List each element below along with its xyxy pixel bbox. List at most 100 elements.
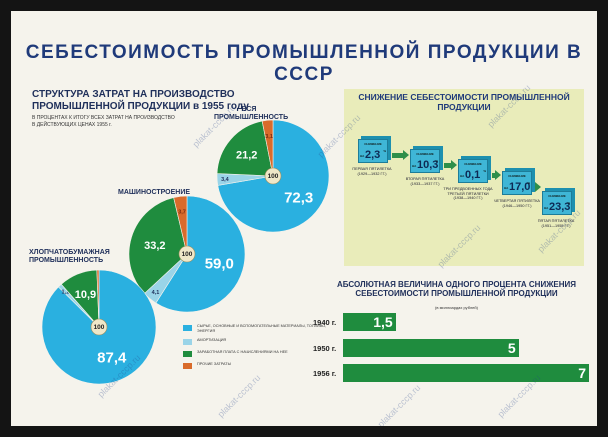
pie-2-label-3: 33,2 xyxy=(144,240,165,252)
cost-reduction-title: СНИЖЕНИЕ СЕБЕСТОИМОСТИ ПРОМЫШЛЕННОЙ ПРОД… xyxy=(358,92,570,112)
pie-2-label-1: 59,0 xyxy=(205,255,234,272)
step-label-4: ЧЕТВЕРТАЯ ПЯТИЛЕТКА (1946—1950 гг.) xyxy=(491,199,543,208)
pie-charts: 72,3 3,4 21,2 3,1 100 59,0 4,1 33,2 3,7 100 87,4 1,… xyxy=(41,119,330,385)
step-period-years-3: (1938—1940 гг.) xyxy=(453,196,483,201)
legend-swatch-4 xyxy=(183,363,192,370)
structure-note-line1: В ПРОЦЕНТАХ К ИТОГУ ВСЕХ ЗАТРАТ НА ПРОИЗ… xyxy=(32,115,175,121)
pie1-title: ВСЯ ПРОМЫШЛЕННОСТЬ xyxy=(214,106,289,121)
step-value-4: 17,0 xyxy=(509,181,531,193)
pie-3-label-2: 1,1 xyxy=(62,289,70,295)
pie-3-total: 100 xyxy=(94,324,105,331)
pie-1: 72,3 3,4 21,2 3,1 100 xyxy=(216,119,330,233)
pie-2-slice-1 xyxy=(155,195,246,313)
pie-1-label-3: 21,2 xyxy=(236,149,257,161)
step-cube-3: СНИЖЕНИЕ НА 0,1% xyxy=(458,159,488,183)
pie-3-slice-1 xyxy=(41,269,157,385)
step-cube-2: СНИЖЕНИЕ НА 10,3% xyxy=(410,149,440,173)
step-period-years-2: (1933—1937 гг.) xyxy=(410,181,440,186)
legend-item-3: ЗАРАБОТНАЯ ПЛАТА С НАЧИСЛЕНИЯМИ НА НЕЕ xyxy=(183,350,328,358)
structure-note-line2: В ДЕЙСТВУЮЩИХ ЦЕНАХ 1955 г. xyxy=(32,122,112,128)
step-na-5: НА xyxy=(544,206,549,210)
pie-2-slice-4 xyxy=(173,195,188,255)
step-percent-1: % xyxy=(383,149,386,153)
step-arrow-2 xyxy=(444,160,457,170)
pie-1-label-1: 72,3 xyxy=(284,190,313,207)
step-period-name-2: ВТОРАЯ ПЯТИЛЕТКА xyxy=(405,177,445,181)
legend-swatch-1 xyxy=(183,325,192,331)
pie3-title: ХЛОПЧАТОБУМАЖНАЯ ПРОМЫШЛЕННОСТЬ xyxy=(29,249,110,264)
step-period-name-4: ЧЕТВЕРТАЯ ПЯТИЛЕТКА xyxy=(494,199,540,203)
step-cube-1: СНИЖЕНИЕ НА 2,3% xyxy=(358,139,388,163)
value-bar-1: 1,5 xyxy=(343,313,396,331)
pie-2-center xyxy=(178,245,196,263)
pie-1-label-2: 3,4 xyxy=(221,177,230,183)
pie2-title: МАШИНОСТРОЕНИЕ xyxy=(118,189,191,196)
year-label-3: 1956 г. xyxy=(313,369,337,378)
legend-item-1: СЫРЬЕ, ОСНОВНЫЕ И ВСПОМОГАТЕЛЬНЫЕ МАТЕРИ… xyxy=(183,324,328,333)
value-bar-label-1: 1,5 xyxy=(373,314,393,330)
pie-1-slice-4 xyxy=(261,119,274,177)
step-label-1: ПЕРВАЯ ПЯТИЛЕТКА (1929—1932 гг.) xyxy=(346,167,398,176)
step-percent-4: % xyxy=(527,181,530,185)
step-tag-5: СНИЖЕНИЕ xyxy=(548,194,566,198)
structure-title-line2: ПРОМЫШЛЕННОЙ ПРОДУКЦИИ в 1955 году xyxy=(32,101,249,112)
structure-title-line1: СТРУКТУРА ЗАТРАТ НА ПРОИЗВОДСТВО xyxy=(32,89,235,100)
pie-1-label-4: 3,1 xyxy=(265,134,273,140)
legend-item-2: АМОРТИЗАЦИЯ xyxy=(183,338,328,346)
legend-label-2: АМОРТИЗАЦИЯ xyxy=(197,338,227,343)
step-tag-4: СНИЖЕНИЕ xyxy=(508,174,526,178)
legend: СЫРЬЕ, ОСНОВНЫЕ И ВСПОМОГАТЕЛЬНЫЕ МАТЕРИ… xyxy=(183,324,328,374)
step-period-name-5: ПЯТАЯ ПЯТИЛЕТКА xyxy=(537,219,575,223)
step-period-years-5: (1951—1955 гг.) xyxy=(541,223,571,228)
value-bar-3: 7 xyxy=(343,364,589,382)
step-value-5: 23,3 xyxy=(549,201,571,213)
step-percent-5: % xyxy=(567,201,570,205)
pie-2-slice-3 xyxy=(128,197,188,294)
step-tag-1: СНИЖЕНИЕ xyxy=(364,142,382,146)
year-label-2: 1950 г. xyxy=(313,344,337,353)
cost-reduction-panel: СНИЖЕНИЕ СЕБЕСТОИМОСТИ ПРОМЫШЛЕННОЙ ПРОД… xyxy=(344,89,584,266)
pie-2-label-2: 4,1 xyxy=(152,290,160,296)
value-bar-label-3: 7 xyxy=(578,365,586,381)
absolute-value-unit: (в миллиардах рублей) xyxy=(435,305,478,310)
pie-3-center xyxy=(90,318,108,336)
step-value-3: 0,1 xyxy=(465,169,481,181)
step-percent-3: % xyxy=(483,169,486,173)
legend-item-4: ПРОЧИЕ ЗАТРАТЫ xyxy=(183,362,328,370)
pie-3: 87,4 1,1 10,9 100 xyxy=(41,269,157,385)
pie-3-label-1: 87,4 xyxy=(97,350,127,367)
step-tag-3: СНИЖЕНИЕ xyxy=(464,162,482,166)
absolute-value-title: АБСОЛЮТНАЯ ВЕЛИЧИНА ОДНОГО ПРОЦЕНТА СНИЖ… xyxy=(336,280,577,298)
pie-1-slice-3 xyxy=(216,120,274,177)
legend-swatch-2 xyxy=(183,339,192,346)
poster-title: СЕБЕСТОИМОСТЬ ПРОМЫШЛЕННОЙ ПРОДУКЦИИ В С… xyxy=(25,42,583,85)
legend-swatch-3 xyxy=(183,351,192,358)
step-tag-2: СНИЖЕНИЕ xyxy=(416,152,434,156)
year-label-1: 1940 г. xyxy=(313,318,337,327)
step-na-4: НА xyxy=(504,186,509,190)
pie-2-total: 100 xyxy=(182,251,193,258)
legend-label-4: ПРОЧИЕ ЗАТРАТЫ xyxy=(197,362,231,367)
pie-1-center xyxy=(264,167,282,185)
pie-2: 59,0 4,1 33,2 3,7 100 xyxy=(128,195,246,313)
step-na-3: НА xyxy=(460,174,465,178)
step-na-2: НА xyxy=(412,164,417,168)
step-value-2: 10,3 xyxy=(417,159,439,171)
step-label-5: ПЯТАЯ ПЯТИЛЕТКА (1951—1955 гг.) xyxy=(530,219,582,228)
poster: СЕБЕСТОИМОСТЬ ПРОМЫШЛЕННОЙ ПРОДУКЦИИ В С… xyxy=(11,11,597,426)
step-period-name-3: ТРИ ПРЕДВОЕННЫХ ГОДА ТРЕТЬЕЙ ПЯТИЛЕТКИ xyxy=(443,187,493,196)
value-bar-2: 5 xyxy=(343,339,519,357)
step-label-2: ВТОРАЯ ПЯТИЛЕТКА (1933—1937 гг.) xyxy=(399,177,451,186)
value-bar-label-2: 5 xyxy=(507,340,516,356)
step-cube-4: СНИЖЕНИЕ НА 17,0% xyxy=(502,171,532,195)
step-arrow-1 xyxy=(392,150,409,160)
step-cube-5: СНИЖЕНИЕ НА 23,3% xyxy=(542,191,572,215)
step-period-years-4: (1946—1950 гг.) xyxy=(502,203,532,208)
step-period-years-1: (1929—1932 гг.) xyxy=(357,171,387,176)
legend-label-1: СЫРЬЕ, ОСНОВНЫЕ И ВСПОМОГАТЕЛЬНЫЕ МАТЕРИ… xyxy=(197,324,327,333)
step-value-1: 2,3 xyxy=(365,149,381,161)
step-label-3: ТРИ ПРЕДВОЕННЫХ ГОДА ТРЕТЬЕЙ ПЯТИЛЕТКИ (1… xyxy=(442,187,494,201)
legend-label-3: ЗАРАБОТНАЯ ПЛАТА С НАЧИСЛЕНИЯМИ НА НЕЕ xyxy=(197,350,288,355)
step-percent-2: % xyxy=(435,159,438,163)
pie-3-label-3: 10,9 xyxy=(75,289,96,301)
